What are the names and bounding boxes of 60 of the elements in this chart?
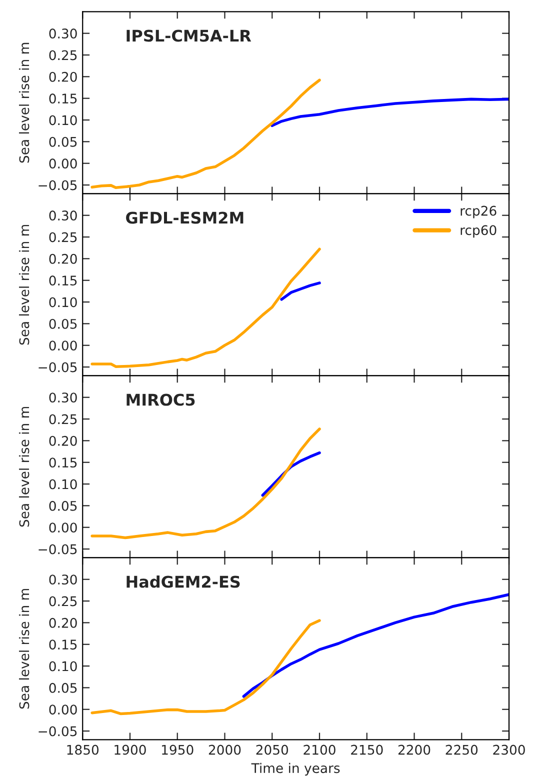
y-tick-label: 0.25 [49, 414, 77, 424]
y-tick-label: 0.30 [49, 392, 77, 403]
y-tick-label: 0.00 [49, 704, 77, 715]
y-axis-title: Sea level rise in m [18, 588, 30, 709]
y-tick-label: 0.20 [49, 254, 77, 264]
y-tick-label: 0.00 [49, 340, 77, 351]
y-tick-label: 0.15 [49, 276, 77, 286]
y-tick-label: 0.25 [49, 232, 77, 242]
y-tick-label: 0.05 [49, 500, 77, 511]
y-tick-label: 0.20 [49, 436, 77, 446]
y-tick-label: 0.20 [49, 72, 77, 82]
x-tick-label: 1850 [67, 744, 99, 755]
x-tick-label: 2250 [446, 744, 478, 755]
legend-label: rcp60 [460, 225, 496, 238]
y-axis-title: Sea level rise in m [18, 224, 30, 345]
y-tick-label: 0.30 [49, 574, 77, 585]
x-tick-label: 2000 [208, 744, 241, 755]
y-tick-label: 0.30 [49, 28, 77, 39]
text: IPSL-CM5A-LR [126, 30, 252, 42]
y-tick-label: 0.05 [49, 136, 77, 147]
y-tick-label: 0.10 [49, 479, 77, 490]
line-series [90, 619, 321, 716]
text: GFDL-ESM2M [126, 212, 244, 224]
x-tick-label: 1900 [114, 744, 146, 755]
x-tick-label: 2100 [304, 744, 336, 755]
line-series [90, 78, 321, 189]
y-tick-label: 0.10 [49, 115, 77, 126]
y-tick-label: −0.05 [38, 362, 77, 372]
line-series [280, 282, 321, 301]
y-tick-label: 0.10 [49, 661, 77, 672]
x-tick-label: 2050 [256, 744, 288, 755]
y-tick-label: 0.00 [49, 522, 77, 533]
line-series [242, 593, 510, 698]
y-tick-label: 0.20 [49, 618, 77, 628]
y-tick-label: 0.15 [49, 458, 77, 468]
y-tick-label: 0.15 [49, 94, 77, 104]
text: MIROC5 [126, 394, 195, 406]
y-tick-label: 0.25 [49, 596, 77, 606]
y-axis-title: Sea level rise in m [18, 42, 30, 163]
line-series [270, 98, 510, 128]
y-tick-label: 0.10 [49, 297, 77, 308]
y-tick-label: 0.05 [49, 682, 77, 693]
x-axis-title: Time in years [251, 762, 340, 776]
y-tick-label: 0.00 [49, 158, 77, 169]
y-tick-label: 0.25 [49, 50, 77, 60]
y-tick-label: 0.30 [49, 210, 77, 221]
y-axis-title: Sea level rise in m [18, 406, 30, 527]
line-series [90, 428, 321, 540]
y-tick-label: −0.05 [38, 180, 77, 190]
legend-label: rcp26 [460, 206, 496, 218]
line-series [90, 248, 321, 368]
y-tick-label: 0.15 [49, 640, 77, 650]
x-tick-label: 2200 [398, 744, 430, 755]
y-tick-label: 0.05 [49, 318, 77, 329]
y-tick-label: −0.05 [38, 544, 77, 554]
x-tick-label: 2150 [351, 744, 383, 755]
x-tick-label: 2300 [493, 744, 525, 755]
y-tick-label: −0.05 [38, 726, 77, 736]
text: HadGEM2-ES [126, 575, 240, 588]
x-tick-label: 1950 [162, 744, 194, 755]
